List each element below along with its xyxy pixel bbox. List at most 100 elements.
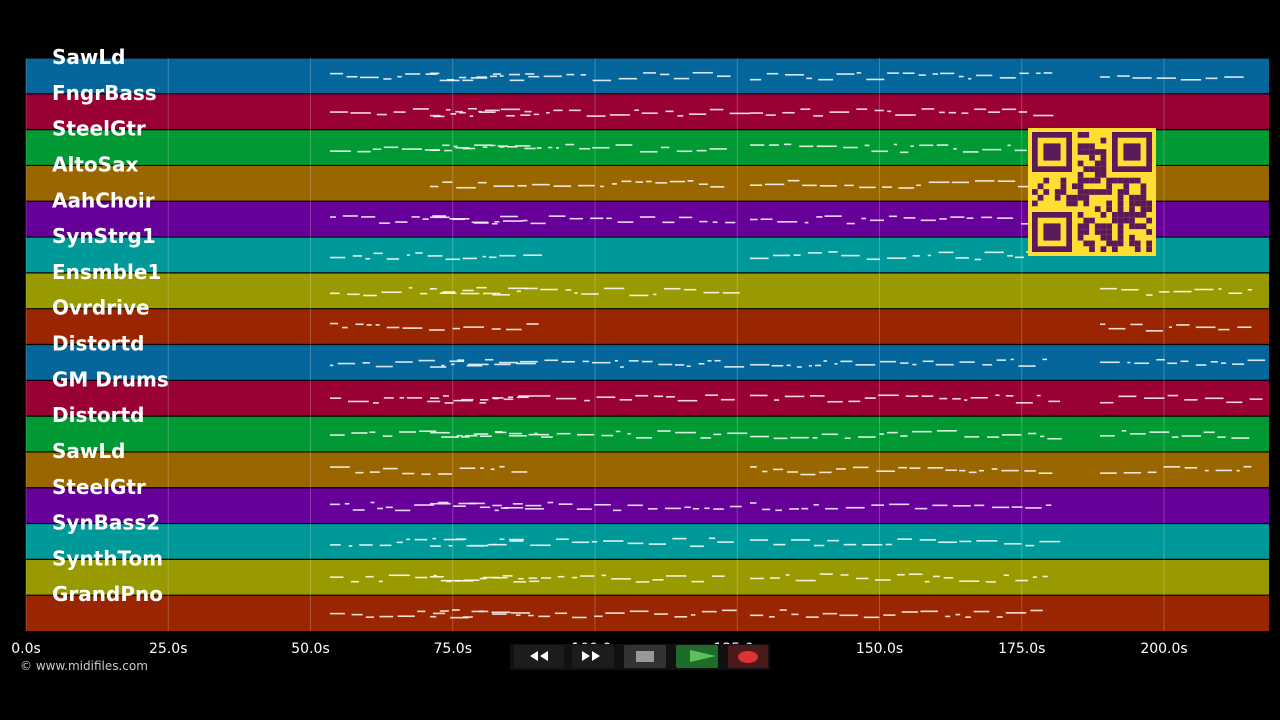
note [348, 545, 353, 547]
note [653, 293, 657, 296]
note [834, 363, 838, 365]
note [729, 112, 750, 115]
note [584, 399, 590, 402]
note [1014, 149, 1027, 152]
note [506, 114, 515, 117]
note [900, 362, 909, 364]
note [615, 430, 621, 433]
note [1204, 469, 1209, 472]
note [883, 614, 896, 616]
note [459, 111, 466, 114]
note [582, 360, 589, 363]
note [531, 395, 551, 397]
note [654, 395, 664, 398]
note [381, 291, 402, 294]
note [703, 291, 720, 294]
qr-module [1112, 246, 1118, 252]
note [662, 221, 675, 224]
qr-module [1083, 177, 1090, 184]
qr-module [1129, 206, 1135, 212]
note [646, 180, 652, 183]
note [388, 574, 410, 577]
note [974, 180, 995, 182]
note [378, 580, 383, 583]
note [762, 470, 768, 473]
note [444, 402, 454, 404]
note [659, 73, 670, 76]
note [565, 289, 572, 291]
note [1001, 108, 1017, 111]
note [952, 397, 961, 400]
note [1184, 399, 1198, 401]
note [482, 292, 501, 295]
note [1205, 77, 1218, 80]
rewind-button[interactable] [514, 645, 564, 668]
note [461, 436, 470, 438]
note [684, 288, 697, 291]
note [775, 509, 783, 512]
note [525, 73, 535, 75]
note [430, 397, 440, 399]
qr-module [1100, 137, 1107, 144]
note [439, 610, 449, 612]
note [816, 216, 823, 218]
note [372, 402, 379, 404]
note [553, 185, 572, 187]
note [959, 469, 966, 472]
qr-module [1134, 200, 1141, 207]
time-tick-label: 150.0s [856, 641, 903, 657]
note [330, 256, 346, 259]
qr-module [1066, 194, 1072, 201]
note [1030, 609, 1043, 612]
note [1123, 472, 1142, 474]
note [722, 292, 740, 294]
note [382, 435, 393, 437]
qr-module [1140, 212, 1147, 218]
note [898, 466, 907, 469]
note [974, 258, 982, 261]
qr-module [1094, 160, 1101, 167]
note [750, 502, 757, 504]
note [813, 504, 819, 506]
note [359, 544, 373, 546]
note [750, 257, 769, 260]
note [750, 539, 769, 541]
note [330, 292, 340, 295]
note [509, 432, 523, 435]
qr-module [1077, 132, 1084, 138]
qr-module [1134, 194, 1141, 201]
note [569, 217, 583, 220]
note [476, 76, 487, 78]
note [507, 146, 518, 148]
note [468, 544, 489, 547]
note [448, 544, 453, 547]
note [1237, 326, 1252, 329]
note [1100, 287, 1117, 290]
note [385, 506, 393, 509]
note [889, 503, 910, 506]
note [543, 75, 562, 78]
qr-module [1112, 217, 1118, 224]
note [1100, 323, 1106, 326]
note [1171, 436, 1179, 438]
note [1130, 323, 1143, 326]
note [578, 184, 595, 187]
note [821, 433, 838, 436]
note [952, 505, 971, 507]
note [522, 219, 528, 222]
qr-module [1083, 189, 1090, 195]
note [1210, 361, 1218, 363]
note [479, 111, 496, 113]
note [379, 544, 392, 547]
note [611, 183, 617, 185]
note [711, 575, 725, 577]
note [355, 471, 364, 474]
note [750, 218, 758, 221]
note [565, 143, 575, 146]
note [800, 108, 811, 111]
note [502, 220, 523, 222]
note [516, 396, 529, 399]
note [1127, 361, 1131, 364]
qr-module [1117, 200, 1124, 207]
note [1011, 506, 1023, 508]
